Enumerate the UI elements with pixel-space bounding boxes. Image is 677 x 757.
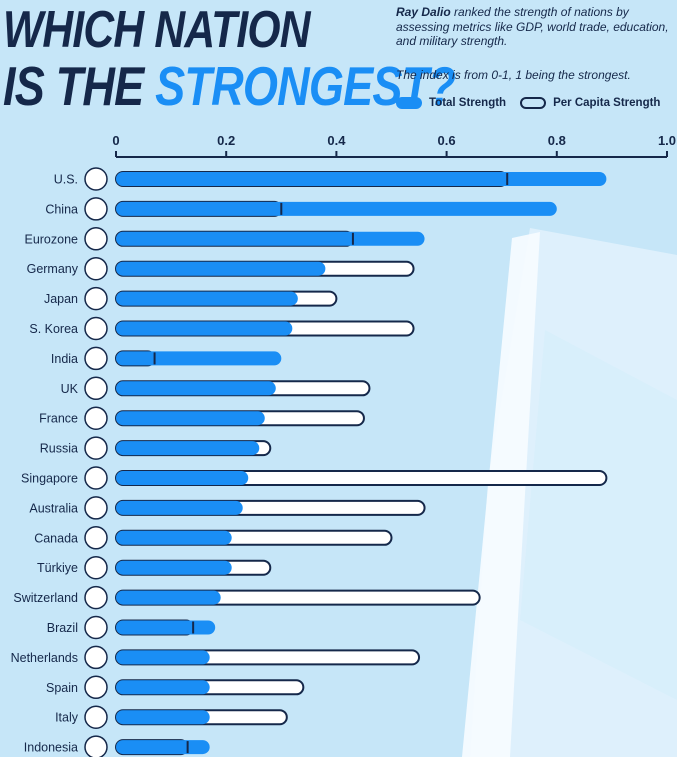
australia-flag-icon: [84, 496, 108, 520]
france-flag-icon: [84, 406, 108, 430]
total-strength-bar: [116, 441, 260, 456]
us-flag-icon: [84, 167, 108, 191]
total-strength-bar: [116, 740, 210, 755]
country-label: UK: [61, 382, 79, 396]
singapore-flag-icon: [84, 466, 108, 490]
legend: Total Strength Per Capita Strength: [396, 97, 660, 109]
total-strength-bar: [116, 291, 298, 306]
china-flag-icon: [84, 197, 108, 221]
country-label: S. Korea: [29, 322, 78, 336]
netherlands-flag-icon: [84, 645, 108, 670]
legend-capita-swatch: [520, 97, 547, 109]
country-label: Türkiye: [37, 561, 78, 575]
x-tick-label: 0.2: [217, 133, 235, 148]
total-strength-bar: [116, 321, 293, 336]
canada-flag-icon: [84, 526, 108, 550]
country-label: Canada: [34, 531, 78, 545]
total-strength-bar: [116, 381, 276, 396]
total-strength-bar: [116, 650, 210, 665]
country-label: Italy: [55, 711, 79, 725]
germany-flag-icon: [84, 256, 108, 281]
page-title-line-1: WHICH NATION: [3, 1, 311, 59]
russia-flag-icon: [84, 436, 108, 460]
x-tick-label: 0.6: [438, 133, 456, 148]
total-strength-bar: [116, 471, 249, 485]
italy-flag-icon: [84, 705, 108, 729]
strength-bar-chart: 0 0.2 0.4 0.6 0.8 1.0 U.S. China Eurozone Germany…: [11, 133, 676, 757]
total-strength-bar: [116, 231, 425, 246]
total-strength-bar: [116, 172, 607, 186]
legend-capita-label: Per Capita Strength: [553, 97, 661, 109]
total-strength-bar: [116, 201, 557, 216]
country-label: Russia: [40, 442, 78, 456]
total-strength-bar: [116, 620, 216, 635]
x-tick-label: 0: [112, 133, 119, 148]
country-label: Switzerland: [13, 591, 78, 605]
index-note: The index is from 0-1, 1 being the stron…: [396, 68, 631, 82]
country-label: Eurozone: [24, 232, 78, 246]
x-tick-label: 1.0: [658, 133, 676, 148]
country-label: China: [45, 202, 78, 216]
description-text: ranked the strength of nations by assess…: [396, 5, 669, 48]
country-label: Germany: [27, 262, 79, 276]
country-label: France: [39, 412, 78, 426]
description: Ray Dalio ranked the strength of nations…: [396, 5, 676, 49]
switzerland-flag-icon: [84, 585, 108, 610]
country-label: Japan: [44, 292, 78, 306]
page-title-line-2: IS THE STRONGEST?: [3, 59, 456, 114]
country-label: India: [51, 352, 78, 366]
country-label: Brazil: [47, 621, 78, 635]
south-korea-flag-icon: [84, 316, 108, 341]
legend-total-swatch: [396, 97, 422, 109]
total-strength-bar: [116, 680, 210, 695]
india-flag-icon: [84, 346, 108, 371]
japan-flag-icon: [84, 286, 108, 311]
turkey-flag-icon: [84, 555, 108, 580]
country-label: U.S.: [54, 173, 78, 187]
total-strength-bar: [116, 710, 210, 725]
total-strength-bar: [116, 411, 265, 426]
source-name: Ray Dalio: [396, 5, 451, 19]
total-strength-bar: [116, 261, 326, 276]
total-strength-bar: [116, 530, 232, 545]
total-strength-bar: [116, 560, 232, 575]
total-strength-bar: [116, 500, 243, 515]
total-strength-bar: [116, 351, 282, 366]
country-label: Netherlands: [11, 651, 78, 665]
eu-flag-icon: [84, 227, 108, 251]
country-label: Spain: [46, 681, 78, 695]
uk-flag-icon: [84, 376, 108, 401]
brazil-flag-icon: [84, 615, 108, 640]
total-strength-bar: [116, 590, 221, 605]
x-tick-label: 0.8: [548, 133, 566, 148]
country-label: Singapore: [21, 472, 78, 486]
country-label: Australia: [29, 501, 78, 515]
legend-total-label: Total Strength: [429, 97, 507, 109]
x-tick-label: 0.4: [327, 133, 346, 148]
country-label: Indonesia: [24, 741, 78, 755]
spain-flag-icon: [84, 675, 108, 700]
indonesia-flag-icon: [84, 735, 108, 757]
title-part: IS THE: [3, 55, 156, 117]
